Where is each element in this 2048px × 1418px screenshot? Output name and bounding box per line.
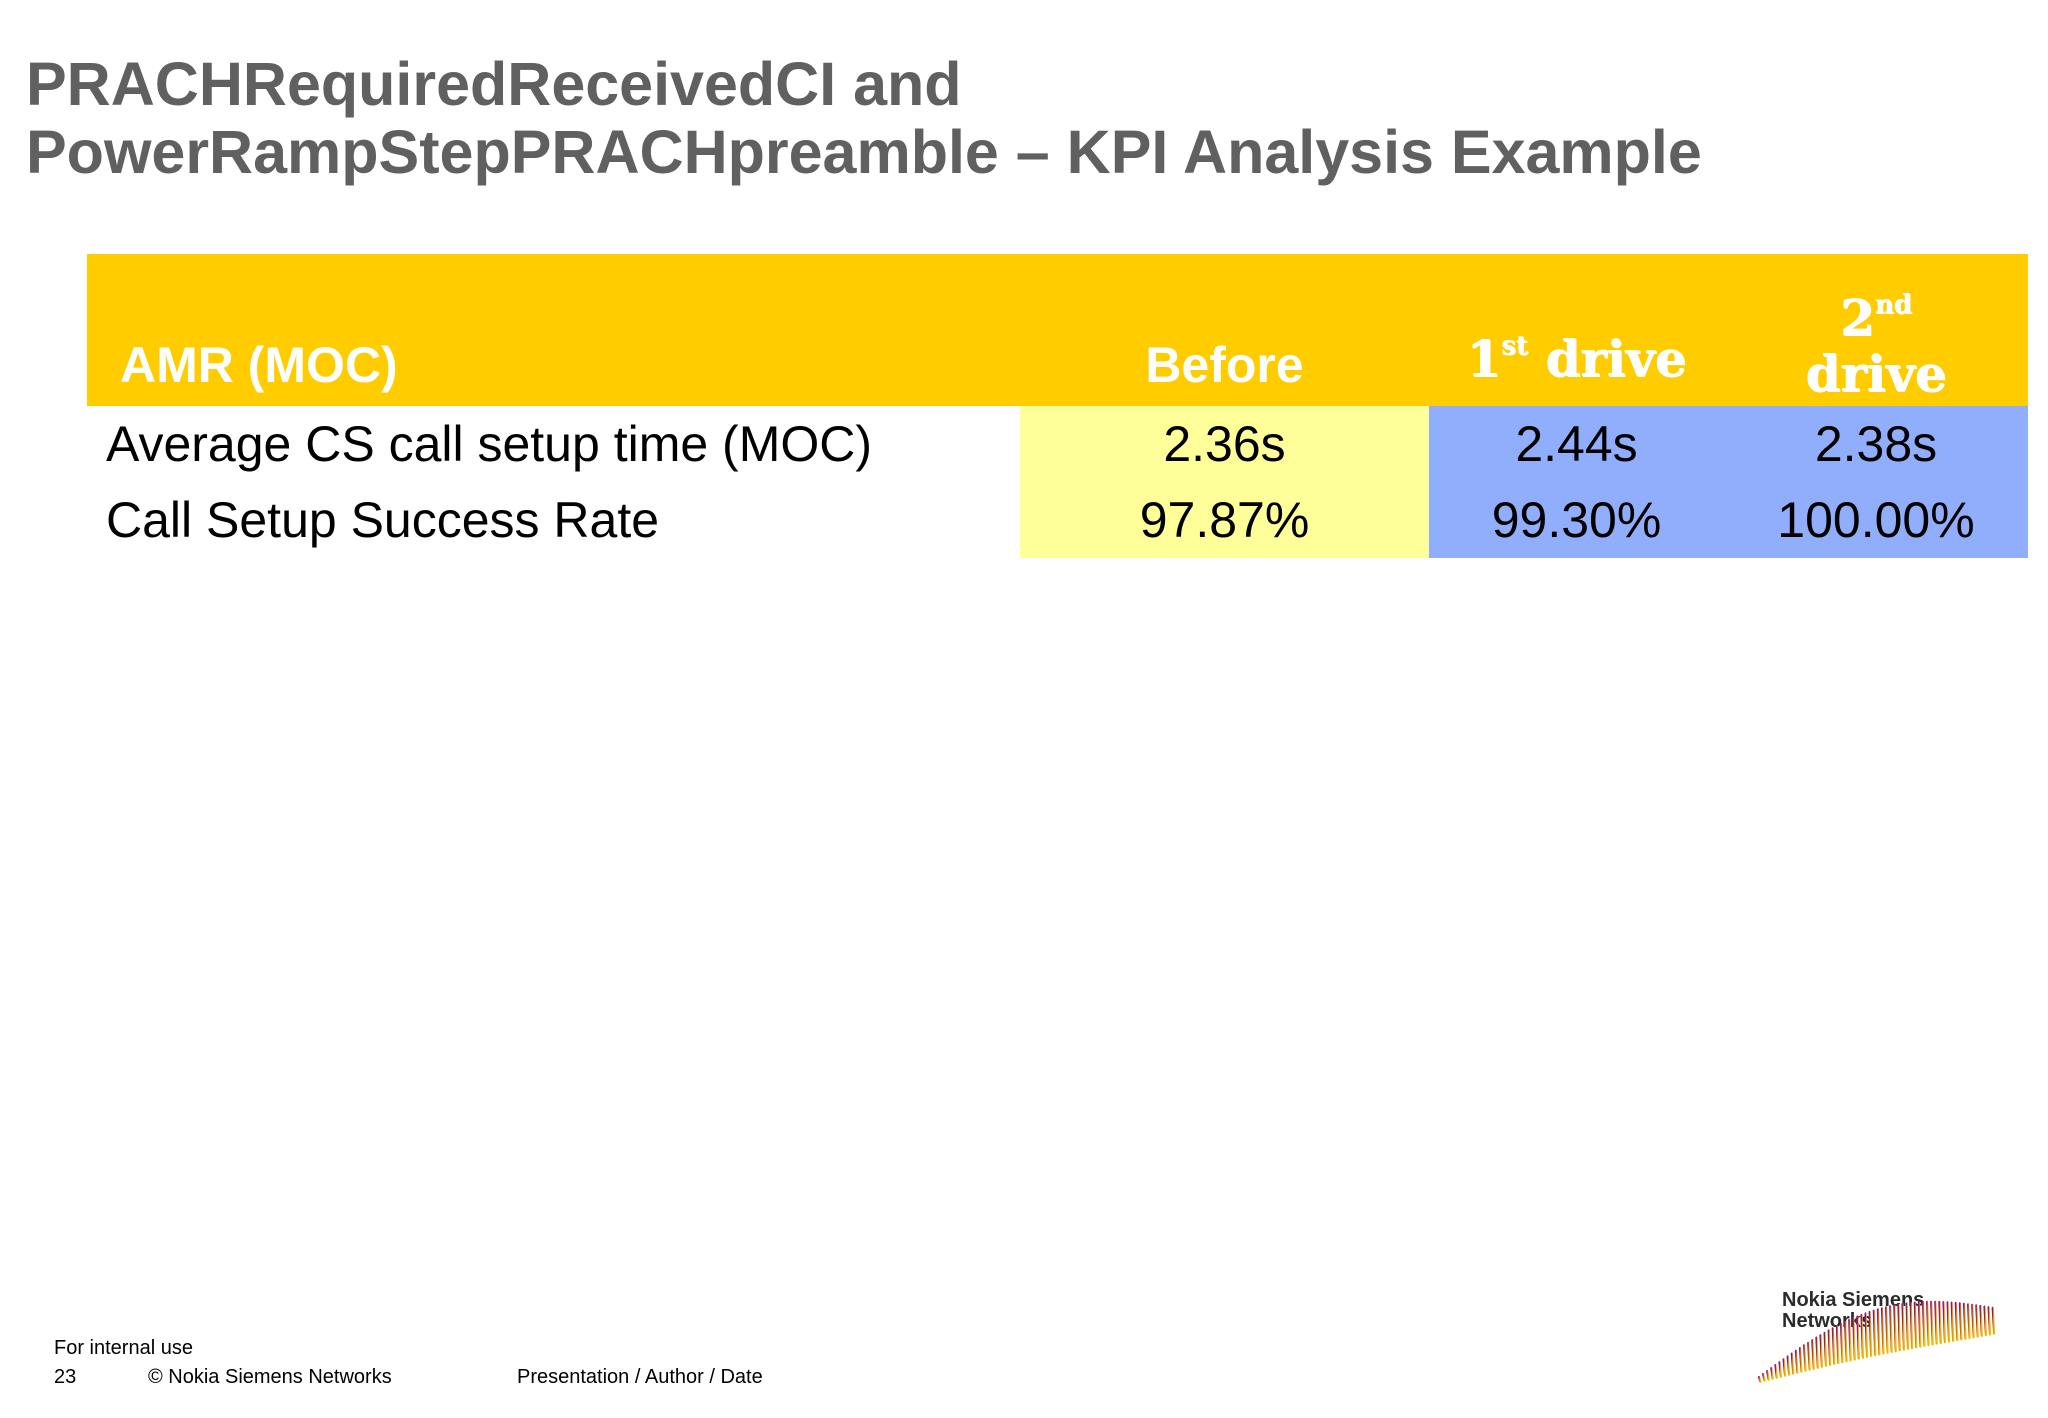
footer-presentation-info: Presentation / Author / Date: [517, 1366, 763, 1388]
footer-classification: For internal use: [54, 1337, 193, 1359]
kpi-table: AMR (MOC) Before 1st drive 2nd drive Ave…: [87, 254, 2028, 558]
table-row: Call Setup Success Rate 97.87% 99.30% 10…: [87, 482, 2028, 558]
header-2nd-drive: 2nd drive: [1724, 254, 2028, 406]
row-label: Average CS call setup time (MOC): [87, 406, 1020, 482]
row-label: Call Setup Success Rate: [87, 482, 1020, 558]
cell-before: 97.87%: [1020, 482, 1429, 558]
cell-1st-drive: 2.44s: [1429, 406, 1724, 482]
header-1st-drive: 1st drive: [1429, 254, 1724, 406]
header-2nd-drive-suffix: nd: [1874, 290, 1912, 320]
kpi-table-header-row: AMR (MOC) Before 1st drive 2nd drive: [87, 254, 2028, 406]
cell-2nd-drive: 2.38s: [1724, 406, 2028, 482]
header-1st-drive-suffix: st: [1501, 331, 1528, 361]
slide-title-line-2: PowerRampStepPRACHpreamble – KPI Analysi…: [26, 118, 1702, 186]
footer-copyright: © Nokia Siemens Networks: [148, 1366, 392, 1388]
slide-title: PRACHRequiredReceivedCI and PowerRampSte…: [26, 50, 1926, 186]
nsn-wave-logo-icon: [1757, 1300, 1996, 1383]
company-logo-line-1: Nokia Siemens: [1782, 1289, 1925, 1311]
header-2nd-drive-number: 2: [1840, 288, 1875, 347]
table-row: Average CS call setup time (MOC) 2.36s 2…: [87, 406, 2028, 482]
footer-page-number: 23: [54, 1366, 77, 1388]
header-1st-drive-word: drive: [1527, 329, 1687, 388]
cell-1st-drive: 99.30%: [1429, 482, 1724, 558]
header-1st-drive-number: 1: [1466, 329, 1502, 388]
slide-title-line-1: PRACHRequiredReceivedCI and: [26, 50, 962, 118]
header-2nd-drive-line-1: 2nd: [1724, 277, 2028, 346]
header-2nd-drive-word: drive: [1805, 344, 1947, 403]
cell-2nd-drive: 100.00%: [1724, 482, 2028, 558]
header-amr-moc: AMR (MOC): [87, 254, 1020, 406]
header-before: Before: [1020, 254, 1429, 406]
cell-before: 2.36s: [1020, 406, 1429, 482]
